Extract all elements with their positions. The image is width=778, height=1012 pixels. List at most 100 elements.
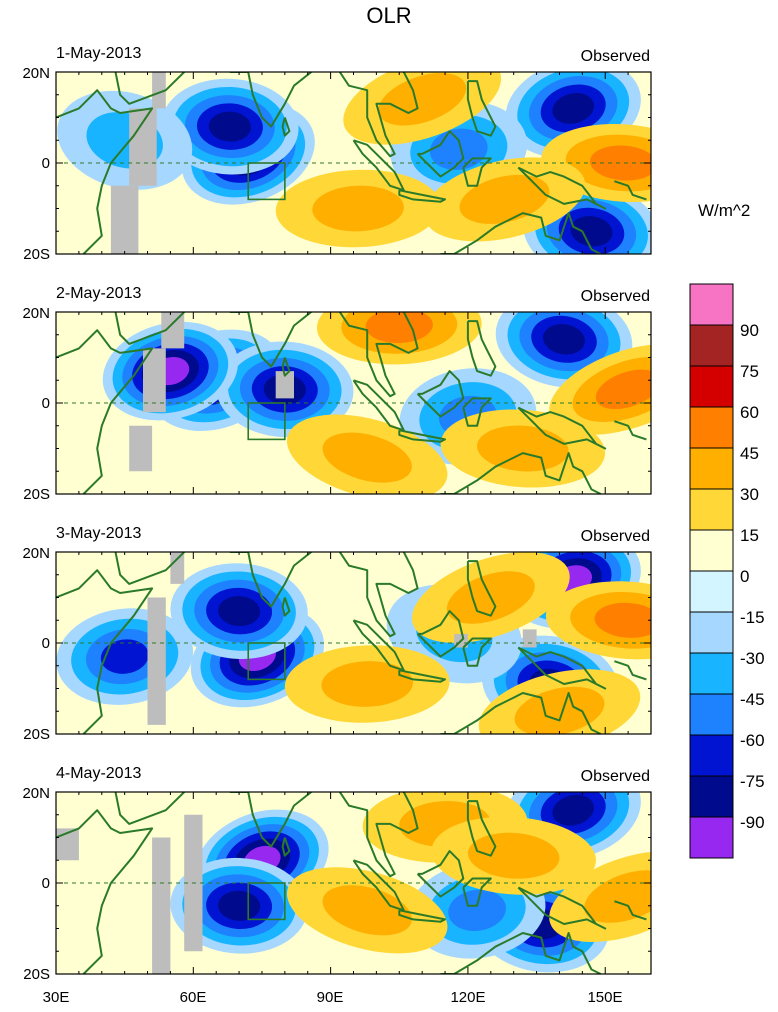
coastline	[614, 180, 647, 201]
y-tick-label-mid: 0	[42, 875, 50, 892]
coastline	[416, 610, 465, 658]
panel-label: Observed	[581, 528, 650, 545]
coastline	[56, 89, 154, 254]
colorbar-box	[689, 734, 734, 777]
olr-contour-low	[208, 111, 251, 142]
cb-label-90: 90	[740, 321, 759, 340]
y-tick-label-bottom: 20S	[23, 726, 50, 743]
cb-label-30: 30	[740, 485, 759, 504]
x-tick-label-30e: 30E	[43, 989, 70, 1006]
missing-data-patch	[129, 425, 153, 472]
coastline	[114, 552, 185, 585]
coastline	[281, 117, 291, 137]
coastline	[440, 452, 602, 494]
y-tick-label-mid: 0	[42, 395, 50, 412]
colorbar-labels: 90 75 60 45 30 15 0 -15 -30 -45 -60 -75 …	[740, 321, 765, 832]
x-tick-label-150e: 150E	[587, 989, 622, 1006]
olr-contour-low	[552, 794, 594, 826]
colorbar-box	[689, 816, 734, 859]
cb-label-neg60: -60	[740, 731, 765, 750]
panel-label: Observed	[581, 768, 650, 785]
olr-contour-high	[514, 686, 605, 734]
coastline	[466, 320, 497, 377]
colorbar	[689, 283, 734, 859]
olr-contour-high	[365, 312, 433, 344]
coastline	[440, 692, 602, 734]
coastline	[114, 72, 185, 105]
x-tick-label-60e: 60E	[180, 989, 207, 1006]
axis-ticks	[55, 791, 651, 975]
coastline	[398, 909, 446, 923]
coastlines	[56, 72, 651, 254]
analysis-box	[247, 402, 286, 441]
colorbar-box	[689, 775, 734, 818]
panel-1: 1-May-2013 Observed 20N 0 20S	[22, 45, 652, 263]
colorbar-box	[689, 529, 734, 572]
coastline	[338, 552, 419, 638]
missing-data-patch	[275, 371, 294, 399]
colorbar-box	[689, 693, 734, 736]
coastline	[56, 809, 154, 974]
coastline	[517, 406, 607, 450]
panel-label: Observed	[581, 288, 650, 305]
cb-label-45: 45	[740, 444, 759, 463]
olr-contour-high	[321, 661, 413, 707]
colorbar-box	[689, 447, 734, 490]
x-tick-label-120e: 120E	[450, 989, 485, 1006]
olr-contour-low	[543, 324, 585, 355]
olr-contour-high	[594, 602, 651, 638]
coastline	[398, 189, 446, 203]
olr-contour-low	[100, 639, 149, 674]
cb-label-60: 60	[740, 403, 759, 422]
coastline	[281, 357, 291, 377]
coastline	[229, 312, 313, 368]
coastline	[462, 157, 492, 187]
coastline	[398, 429, 446, 443]
axis-ticks	[55, 311, 651, 495]
missing-data-patch	[129, 108, 157, 186]
missing-data-patch	[56, 828, 79, 861]
cb-label-neg15: -15	[740, 608, 765, 627]
cb-label-neg90: -90	[740, 813, 765, 832]
y-tick-label-mid: 0	[42, 155, 50, 172]
coastline	[56, 569, 154, 734]
coastline	[440, 932, 602, 974]
olr-contour-low	[218, 890, 261, 921]
olr-field	[57, 72, 651, 254]
cb-label-15: 15	[740, 526, 759, 545]
chart-title: OLR	[366, 3, 411, 28]
cb-label-0: 0	[740, 567, 749, 586]
olr-field	[56, 552, 651, 734]
y-tick-label-bottom: 20S	[23, 246, 50, 263]
coastline	[338, 72, 419, 158]
panel-date: 1-May-2013	[56, 45, 141, 62]
coastline	[462, 397, 492, 427]
coastline	[281, 597, 291, 617]
coastlines	[56, 552, 651, 734]
y-tick-label-top: 20N	[22, 545, 50, 562]
missing-data-patch	[161, 312, 185, 349]
analysis-box	[247, 162, 286, 201]
coastline	[114, 792, 185, 825]
colorbar-box	[689, 365, 734, 408]
coastline	[338, 312, 419, 398]
analysis-box	[247, 642, 286, 681]
colorbar-box	[689, 324, 734, 367]
coastline	[416, 370, 465, 418]
colorbar-box	[689, 488, 734, 531]
olr-contour-high	[322, 885, 412, 936]
olr-contour-high	[467, 832, 560, 879]
coastline	[517, 646, 607, 690]
coastlines	[56, 792, 651, 974]
panel-date: 4-May-2013	[56, 765, 141, 782]
coastline	[398, 669, 446, 683]
olr-contour-low	[218, 596, 261, 627]
y-tick-label-bottom: 20S	[23, 966, 50, 983]
coastline	[416, 850, 465, 898]
cb-label-neg30: -30	[740, 649, 765, 668]
x-tick-label-90e: 90E	[317, 989, 344, 1006]
coastline	[229, 72, 313, 128]
coastline	[462, 877, 492, 907]
olr-contour-low	[570, 216, 613, 247]
